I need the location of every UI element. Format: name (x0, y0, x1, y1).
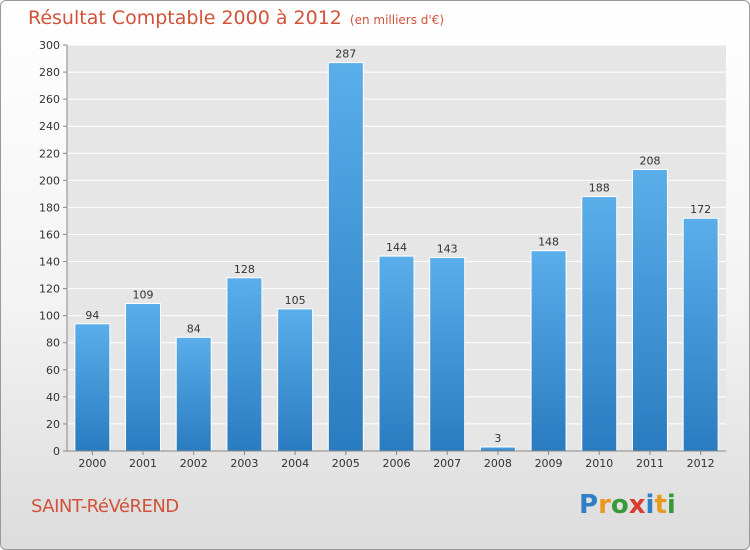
bar-2001 (125, 302, 162, 452)
y-tick-label: 300 (39, 39, 60, 52)
x-tick-label-2004: 2004 (281, 457, 309, 470)
bar-value-label-2003: 128 (234, 263, 255, 276)
y-tick-label: 160 (39, 228, 60, 241)
y-tick-label: 0 (53, 445, 60, 458)
y-tick-label: 200 (39, 174, 60, 187)
x-tick-label-2008: 2008 (484, 457, 512, 470)
bar-2004 (277, 308, 314, 452)
x-axis-ticks: 2000 2001 2002 2003 2004 2005 2006 2007 2008 2009… (78, 451, 715, 470)
chart-subtitle: (en milliers d'€) (349, 13, 445, 27)
x-tick-label-2009: 2009 (535, 457, 563, 470)
x-tick-label-2003: 2003 (230, 457, 258, 470)
x-tick-label-2012: 2012 (687, 457, 715, 470)
bar-2000 (74, 323, 111, 452)
bar-value-label-2008: 3 (494, 432, 501, 445)
bar-value-label-2006: 144 (386, 241, 407, 254)
chart-title: Résultat Comptable 2000 à 2012 (en millie… (28, 7, 444, 29)
bar-2011 (631, 169, 668, 452)
bar-value-label-2011: 208 (639, 155, 660, 168)
x-tick-label-2010: 2010 (585, 457, 613, 470)
x-tick-label-2005: 2005 (332, 457, 360, 470)
bar-value-label-2010: 188 (589, 182, 610, 195)
bars: 94 109 84 128 105 287 144 143 3 148 188 208 172 (74, 48, 719, 452)
bar-value-label-2005: 287 (335, 48, 356, 61)
x-tick-label-2006: 2006 (383, 457, 411, 470)
bar-value-label-2012: 172 (690, 203, 711, 216)
chart-title-text: Résultat Comptable 2000 à 2012 (28, 7, 342, 29)
bar-value-label-2009: 148 (538, 236, 559, 249)
x-tick-label-2001: 2001 (129, 457, 157, 470)
y-tick-label: 40 (46, 391, 60, 404)
bar-2007 (429, 256, 466, 452)
y-tick-label: 280 (39, 66, 60, 79)
x-tick-label-2011: 2011 (636, 457, 664, 470)
y-tick-label: 80 (46, 337, 60, 350)
y-tick-label: 260 (39, 93, 60, 106)
y-tick-label: 100 (39, 310, 60, 323)
y-tick-label: 60 (46, 364, 60, 377)
y-tick-label: 140 (39, 256, 60, 269)
y-tick-label: 240 (39, 120, 60, 133)
bar-value-label-2004: 105 (285, 294, 306, 307)
bar-2002 (175, 336, 212, 452)
bar-value-label-2000: 94 (85, 309, 99, 322)
y-axis-ticks: 0 20 40 60 80 100 120 140 160 180 200 220 240 260 280 3… (39, 39, 67, 458)
y-tick-label: 120 (39, 283, 60, 296)
x-tick-label-2002: 2002 (180, 457, 208, 470)
bar-2003 (226, 277, 263, 452)
y-tick-label: 20 (46, 418, 60, 431)
bar-2012 (682, 217, 719, 452)
y-tick-label: 220 (39, 147, 60, 160)
proxiti-logo: Proxiti (579, 490, 676, 520)
x-tick-label-2000: 2000 (78, 457, 106, 470)
bar-2008 (479, 446, 516, 452)
bar-value-label-2001: 109 (133, 288, 154, 301)
bar-2006 (378, 255, 415, 452)
y-tick-label: 180 (39, 201, 60, 214)
bar-2010 (581, 196, 618, 452)
town-name: SAINT-RéVéREND (31, 496, 179, 517)
bar-value-label-2007: 143 (437, 242, 458, 255)
x-tick-label-2007: 2007 (433, 457, 461, 470)
bar-2005 (327, 62, 364, 452)
bar-value-label-2002: 84 (187, 322, 201, 335)
bar-2009 (530, 250, 567, 452)
